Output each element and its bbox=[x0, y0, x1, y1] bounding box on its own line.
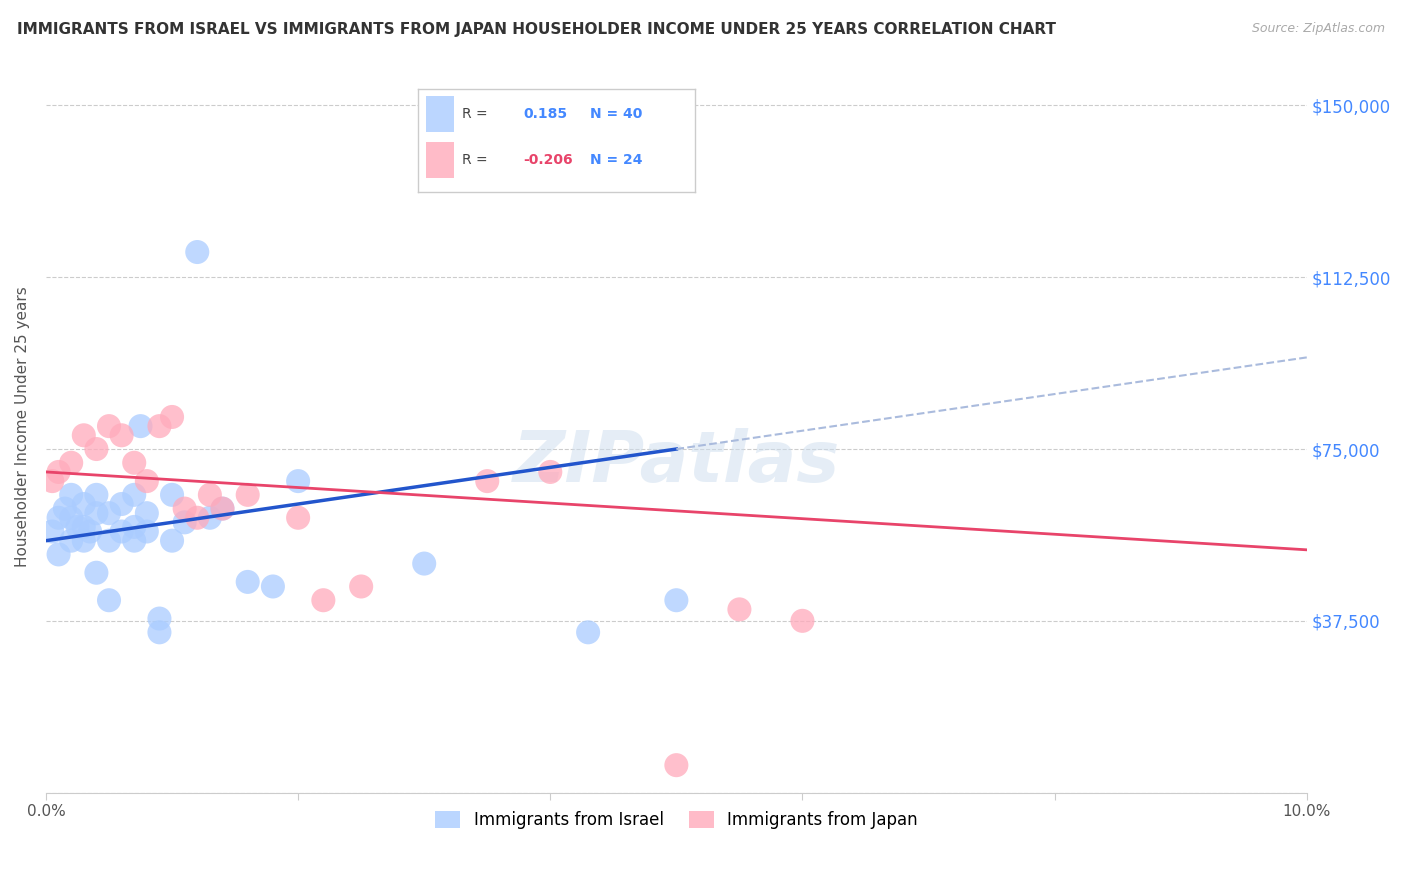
Point bbox=[73, 497, 96, 511]
Point bbox=[792, 614, 814, 628]
Legend: Immigrants from Israel, Immigrants from Japan: Immigrants from Israel, Immigrants from … bbox=[429, 804, 924, 836]
Point bbox=[576, 625, 599, 640]
Point bbox=[66, 520, 89, 534]
Point bbox=[73, 428, 96, 442]
Point bbox=[728, 602, 751, 616]
Point bbox=[73, 520, 96, 534]
Point bbox=[41, 474, 63, 488]
Point bbox=[211, 501, 233, 516]
Point bbox=[86, 442, 108, 456]
Point bbox=[122, 533, 145, 548]
Point bbox=[262, 579, 284, 593]
Point bbox=[129, 419, 152, 434]
Point bbox=[122, 520, 145, 534]
Point bbox=[122, 488, 145, 502]
Point bbox=[538, 465, 561, 479]
Point bbox=[98, 506, 121, 520]
Point bbox=[287, 510, 309, 524]
Point bbox=[236, 574, 259, 589]
Point bbox=[98, 533, 121, 548]
Text: IMMIGRANTS FROM ISRAEL VS IMMIGRANTS FROM JAPAN HOUSEHOLDER INCOME UNDER 25 YEAR: IMMIGRANTS FROM ISRAEL VS IMMIGRANTS FRO… bbox=[17, 22, 1056, 37]
Point bbox=[413, 557, 436, 571]
Point bbox=[135, 524, 157, 539]
Point bbox=[60, 488, 83, 502]
Point bbox=[48, 465, 70, 479]
Point bbox=[173, 516, 195, 530]
Text: Source: ZipAtlas.com: Source: ZipAtlas.com bbox=[1251, 22, 1385, 36]
Point bbox=[665, 758, 688, 772]
Point bbox=[41, 524, 63, 539]
Point bbox=[86, 566, 108, 580]
Point bbox=[477, 474, 499, 488]
Point bbox=[53, 501, 76, 516]
Point bbox=[198, 488, 221, 502]
Point bbox=[173, 501, 195, 516]
Point bbox=[186, 510, 208, 524]
Point bbox=[160, 533, 183, 548]
Point bbox=[287, 474, 309, 488]
Point bbox=[198, 510, 221, 524]
Point bbox=[86, 506, 108, 520]
Point bbox=[350, 579, 373, 593]
Point bbox=[60, 456, 83, 470]
Point bbox=[79, 524, 101, 539]
Point bbox=[160, 409, 183, 424]
Point bbox=[148, 625, 170, 640]
Point bbox=[148, 419, 170, 434]
Point bbox=[48, 510, 70, 524]
Point bbox=[48, 548, 70, 562]
Point bbox=[665, 593, 688, 607]
Point bbox=[211, 501, 233, 516]
Point bbox=[111, 524, 134, 539]
Point bbox=[236, 488, 259, 502]
Point bbox=[186, 245, 208, 260]
Point bbox=[73, 533, 96, 548]
Y-axis label: Householder Income Under 25 years: Householder Income Under 25 years bbox=[15, 285, 30, 566]
Point bbox=[60, 510, 83, 524]
Text: ZIPatlas: ZIPatlas bbox=[513, 428, 839, 497]
Point bbox=[122, 456, 145, 470]
Point bbox=[111, 428, 134, 442]
Point bbox=[98, 593, 121, 607]
Point bbox=[160, 488, 183, 502]
Point bbox=[135, 506, 157, 520]
Point bbox=[60, 533, 83, 548]
Point bbox=[148, 611, 170, 625]
Point bbox=[98, 419, 121, 434]
Point bbox=[111, 497, 134, 511]
Point bbox=[312, 593, 335, 607]
Point bbox=[135, 474, 157, 488]
Point bbox=[86, 488, 108, 502]
